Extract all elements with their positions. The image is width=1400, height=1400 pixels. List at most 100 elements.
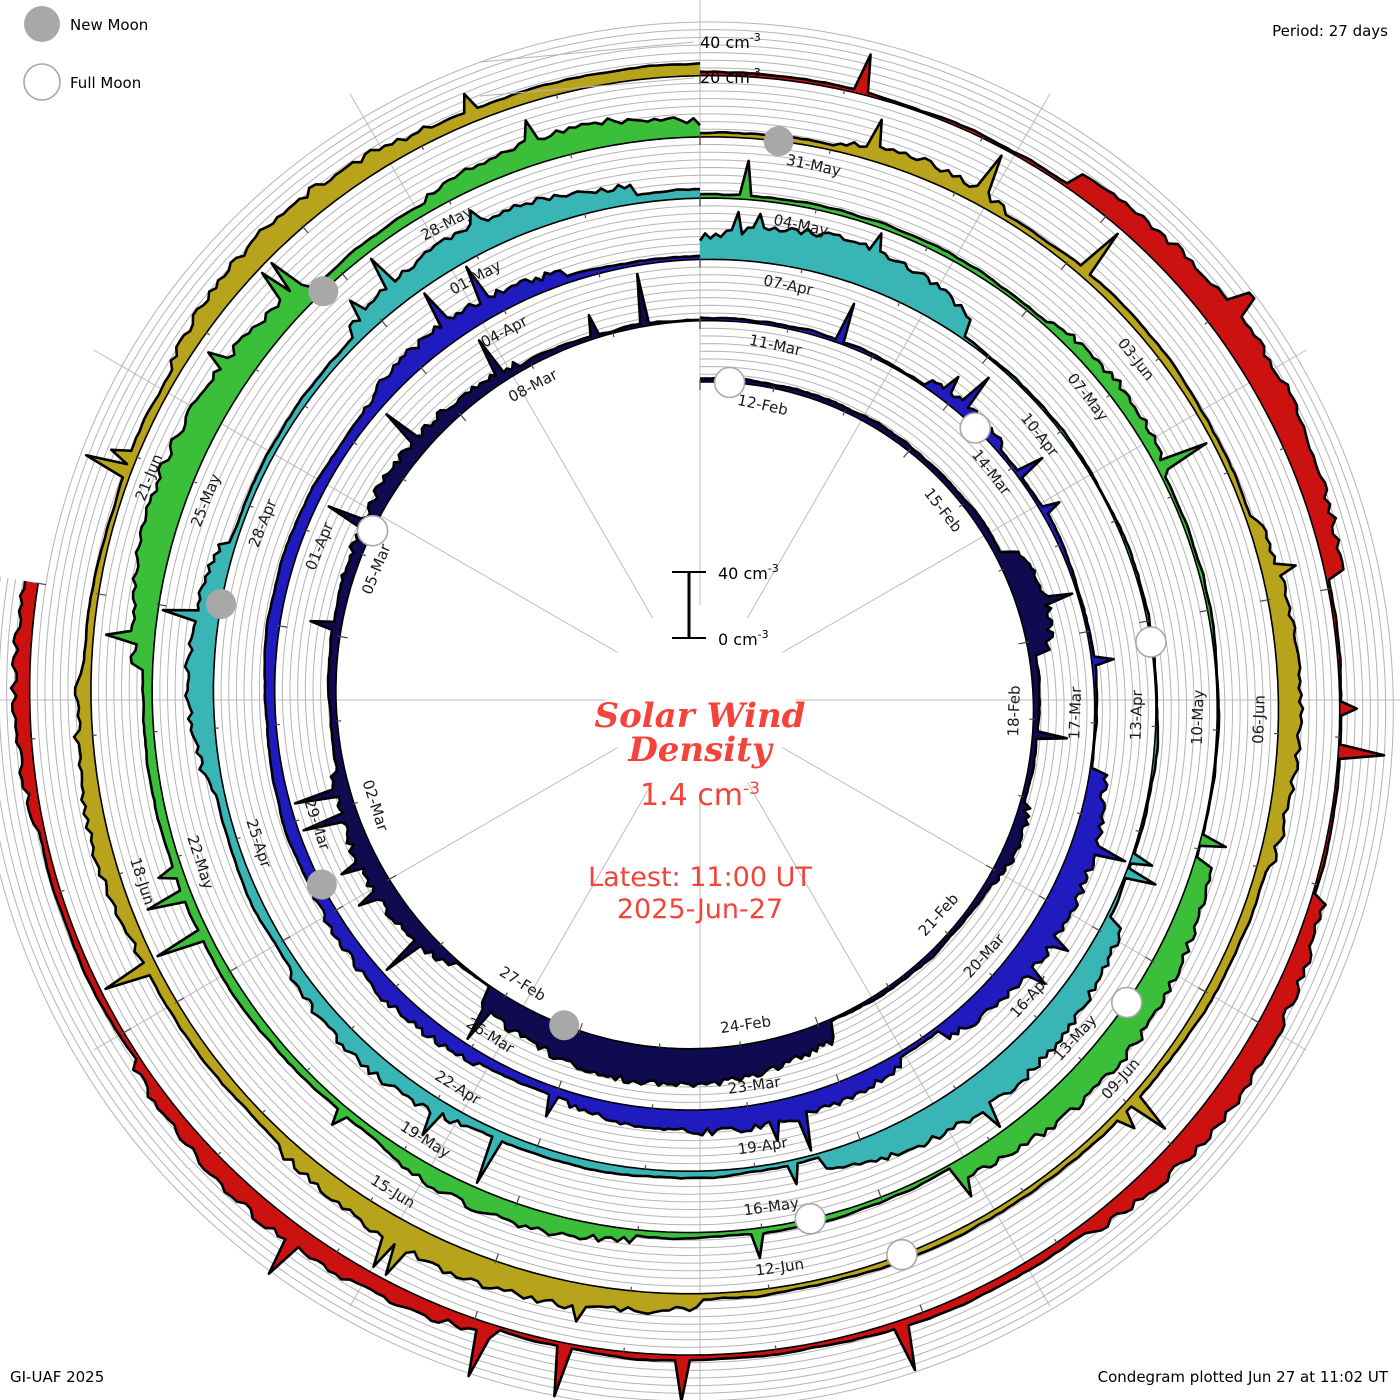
day-tick <box>340 271 349 281</box>
day-tick <box>814 1016 820 1027</box>
density-gridline <box>304 289 1065 1080</box>
outer-scale: 40 cm-3 20 cm-3 <box>479 31 761 97</box>
density-gridline <box>182 167 1188 1203</box>
day-tick <box>1038 895 1049 902</box>
day-tick <box>394 983 400 989</box>
day-tick <box>958 503 964 508</box>
day-tick <box>254 367 260 373</box>
day-tick <box>623 1347 625 1353</box>
spiral-date-label: 17-Mar <box>1065 686 1085 740</box>
day-tick <box>352 801 359 805</box>
day-tick <box>637 1225 640 1232</box>
day-tick <box>121 1028 132 1035</box>
day-tick <box>277 624 288 628</box>
day-tick <box>1223 471 1229 475</box>
day-tick <box>304 528 310 533</box>
density-gridline <box>105 90 1264 1279</box>
density-gridline <box>59 44 1310 1325</box>
day-tick <box>942 402 951 411</box>
density-gridline <box>44 29 1325 1341</box>
spiral-arm-trace <box>263 254 1127 1152</box>
density-gridline <box>159 144 1210 1226</box>
density-gridline <box>0 36 1379 1394</box>
density-gridline <box>113 98 1257 1272</box>
day-tick <box>1279 447 1286 451</box>
day-tick <box>301 224 309 234</box>
full-moon-marker <box>356 514 389 547</box>
day-tick <box>903 448 911 458</box>
day-tick <box>919 1034 924 1040</box>
spiral-arm-trace <box>9 53 1386 1400</box>
day-tick <box>386 874 397 882</box>
density-gridline <box>0 21 1394 1400</box>
day-tick <box>261 1109 266 1115</box>
day-tick <box>294 819 300 823</box>
day-tick <box>117 872 124 875</box>
new-moon-marker <box>206 589 237 619</box>
spiral-date-label: 10-May <box>1188 689 1208 745</box>
day-tick <box>1078 630 1090 634</box>
day-tick <box>227 966 238 974</box>
spiral-date-label: 31-May <box>785 151 843 180</box>
day-tick <box>369 1197 374 1203</box>
day-tick <box>1252 864 1259 868</box>
spiral-arm-trace <box>161 183 1160 1186</box>
day-tick <box>869 355 874 361</box>
center-scale-bar: 40 cm-3 0 cm-3 <box>672 562 779 649</box>
new-moon-marker <box>306 869 337 900</box>
density-gridline <box>36 21 1333 1348</box>
day-tick <box>952 191 956 197</box>
day-tick <box>360 553 367 557</box>
day-tick <box>924 246 929 252</box>
density-gridline <box>235 220 1134 1149</box>
spiral-date-label: 18-Feb <box>1004 685 1024 737</box>
day-tick <box>1100 214 1108 224</box>
spiral-arm-baseline <box>212 197 1157 1172</box>
scale-leader-20 <box>479 77 695 97</box>
day-tick <box>985 864 996 871</box>
density-gridline <box>297 281 1073 1088</box>
day-tick <box>536 1138 541 1149</box>
day-tick <box>1135 829 1141 833</box>
day-tick <box>205 331 211 336</box>
day-tick <box>475 254 480 260</box>
full-moon-marker <box>794 1203 827 1235</box>
scale-label-40: 40 cm-3 <box>700 31 761 52</box>
day-tick <box>555 93 559 99</box>
density-gridline <box>98 82 1272 1287</box>
day-tick <box>774 1345 777 1351</box>
day-tick <box>753 1162 756 1169</box>
spiral-arm-baseline <box>273 258 1096 1111</box>
day-tick <box>333 905 344 912</box>
new-moon-icon <box>24 6 60 42</box>
center-readout: Solar Wind Density 1.4 cm-3 Latest: 11:0… <box>588 696 812 925</box>
day-tick <box>504 992 509 998</box>
day-tick <box>1021 308 1029 317</box>
day-tick <box>1054 544 1061 548</box>
day-tick <box>814 208 818 214</box>
density-gridline <box>75 59 1295 1310</box>
day-tick <box>515 1195 521 1206</box>
day-tick <box>419 365 427 375</box>
center-scale-top-label: 40 cm-3 <box>718 562 779 583</box>
day-tick <box>352 441 358 446</box>
density-gridline <box>289 274 1080 1096</box>
full-moon-icon <box>23 63 61 101</box>
day-tick <box>786 327 789 333</box>
day-tick <box>557 1080 562 1091</box>
day-tick <box>651 1104 654 1110</box>
day-tick <box>842 410 846 416</box>
scale-leader-40 <box>479 41 695 63</box>
day-tick <box>156 603 167 607</box>
day-tick <box>337 635 348 639</box>
day-tick <box>96 592 107 596</box>
center-scale-bottom-label: 0 cm-3 <box>718 628 769 649</box>
full-moon-legend-label: Full Moon <box>70 74 141 92</box>
day-tick <box>800 267 803 274</box>
day-tick <box>1139 620 1150 624</box>
spiral-date-label: 24-Feb <box>719 1012 772 1037</box>
spiral-date-label: 06-Jun <box>1249 695 1269 744</box>
spiral-date-label: 11-Mar <box>748 331 804 360</box>
spiral-date-label: 02-Mar <box>359 778 393 835</box>
